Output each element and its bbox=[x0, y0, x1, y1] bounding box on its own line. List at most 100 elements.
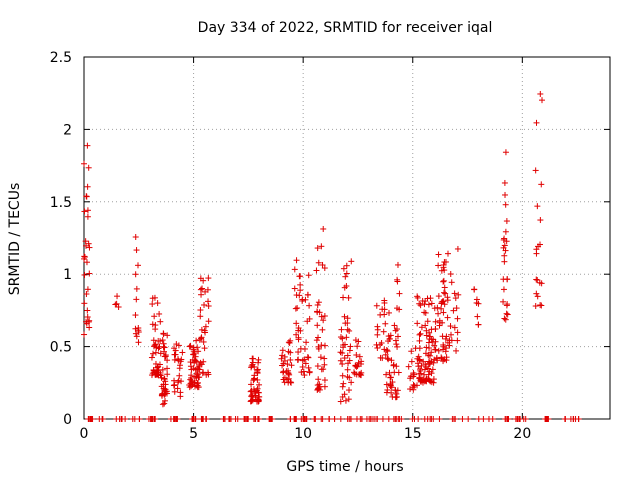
data-point bbox=[135, 339, 142, 346]
data-point bbox=[392, 327, 399, 334]
data-point bbox=[394, 261, 401, 268]
data-point bbox=[149, 350, 156, 357]
data-point bbox=[452, 295, 459, 302]
data-point bbox=[538, 97, 545, 104]
data-point bbox=[453, 305, 460, 312]
data-point bbox=[385, 416, 392, 422]
data-point bbox=[158, 383, 165, 390]
data-point bbox=[373, 302, 380, 309]
data-point bbox=[353, 363, 360, 370]
data-point bbox=[312, 416, 319, 422]
data-point bbox=[321, 355, 328, 362]
data-point bbox=[190, 351, 197, 358]
data-point bbox=[83, 291, 90, 298]
data-point bbox=[285, 339, 292, 346]
data-point bbox=[157, 350, 164, 357]
data-point bbox=[321, 383, 328, 390]
data-point bbox=[297, 281, 304, 288]
data-point bbox=[500, 298, 507, 305]
data-point bbox=[157, 318, 164, 325]
data-point bbox=[152, 341, 159, 348]
data-point bbox=[475, 300, 482, 307]
data-point bbox=[81, 271, 88, 278]
data-point bbox=[316, 381, 323, 388]
data-point bbox=[383, 381, 390, 388]
data-point bbox=[444, 294, 451, 301]
data-point bbox=[299, 357, 306, 364]
data-point bbox=[320, 366, 327, 373]
y-tick-label: 1 bbox=[63, 267, 72, 283]
data-point bbox=[373, 341, 380, 348]
data-point bbox=[313, 337, 320, 344]
data-point bbox=[287, 356, 294, 363]
data-point bbox=[503, 218, 510, 225]
data-point bbox=[341, 391, 348, 398]
data-point bbox=[501, 258, 508, 265]
data-point bbox=[198, 334, 205, 341]
data-point bbox=[249, 355, 256, 362]
data-point bbox=[474, 313, 481, 320]
data-point bbox=[304, 354, 311, 361]
data-point bbox=[315, 334, 322, 341]
data-point bbox=[382, 320, 389, 327]
data-point bbox=[346, 357, 353, 364]
data-point bbox=[192, 357, 199, 364]
data-point bbox=[471, 286, 478, 293]
data-point bbox=[315, 259, 322, 266]
data-point bbox=[534, 277, 541, 284]
data-point bbox=[432, 325, 439, 332]
data-point bbox=[225, 416, 232, 422]
data-point bbox=[187, 359, 194, 366]
data-point bbox=[202, 323, 209, 330]
data-point bbox=[305, 354, 312, 361]
data-point bbox=[178, 378, 185, 385]
data-point bbox=[451, 290, 458, 297]
data-point bbox=[357, 416, 364, 422]
data-point bbox=[421, 416, 428, 422]
data-point bbox=[242, 416, 249, 422]
data-point bbox=[279, 352, 286, 359]
data-point bbox=[171, 345, 178, 352]
x-tick-label: 20 bbox=[513, 426, 531, 442]
data-point bbox=[83, 320, 90, 327]
data-point bbox=[537, 90, 544, 97]
data-point bbox=[84, 213, 91, 220]
data-point bbox=[544, 416, 551, 422]
data-point bbox=[443, 354, 450, 361]
data-point bbox=[295, 356, 302, 363]
data-point bbox=[383, 346, 390, 353]
data-point bbox=[220, 416, 227, 422]
data-point bbox=[293, 320, 300, 327]
data-point bbox=[440, 358, 447, 365]
data-point bbox=[465, 416, 472, 422]
data-point bbox=[84, 314, 91, 321]
data-point bbox=[202, 288, 209, 295]
data-point bbox=[149, 301, 156, 308]
data-point bbox=[341, 313, 348, 320]
data-point bbox=[438, 305, 445, 312]
data-point bbox=[85, 164, 92, 171]
data-point bbox=[409, 416, 416, 422]
data-point bbox=[432, 346, 439, 353]
data-point bbox=[288, 362, 295, 369]
data-point bbox=[83, 259, 90, 266]
data-point bbox=[133, 247, 140, 254]
data-point bbox=[450, 307, 457, 314]
data-point bbox=[503, 416, 510, 422]
data-point bbox=[135, 325, 142, 332]
data-point bbox=[444, 314, 451, 321]
data-point bbox=[426, 368, 433, 375]
data-point bbox=[339, 372, 346, 379]
data-point bbox=[172, 351, 179, 358]
data-point bbox=[396, 290, 403, 297]
data-point bbox=[151, 313, 158, 320]
data-point bbox=[149, 321, 156, 328]
data-point bbox=[292, 305, 299, 312]
data-point bbox=[167, 416, 174, 422]
data-point bbox=[381, 306, 388, 313]
data-point bbox=[394, 276, 401, 283]
data-point bbox=[427, 333, 434, 340]
data-point bbox=[152, 326, 159, 333]
data-point bbox=[161, 397, 168, 404]
data-point bbox=[197, 307, 204, 314]
